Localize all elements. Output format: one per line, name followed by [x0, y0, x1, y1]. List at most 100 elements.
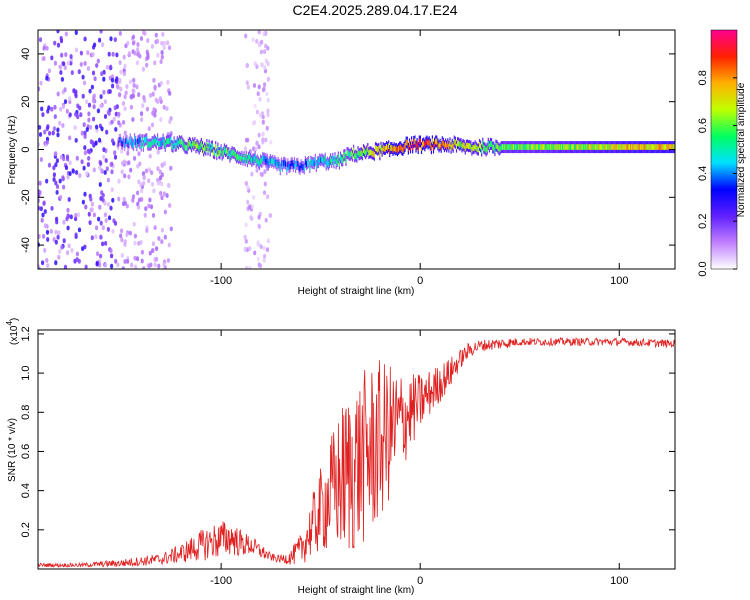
spectrogram-ridge-cell	[434, 140, 436, 147]
spectrogram-noise-cell	[131, 34, 136, 40]
spectrogram-ridge-cell	[187, 141, 189, 148]
spectrogram-noise-cell	[38, 132, 43, 137]
spectrogram-noise-cell	[106, 177, 110, 183]
spectrogram-noise-cell	[105, 166, 109, 172]
spectrogram-noise-cell	[42, 45, 46, 51]
spectrogram-noise-cell	[58, 178, 62, 184]
spectrogram-noise-cell	[76, 212, 81, 218]
spectrogram-ridge-cell	[615, 144, 617, 150]
spectrogram-noise-cell	[42, 234, 46, 239]
spectrogram-noise-cell	[63, 264, 68, 269]
spectrogram-ridge-cell	[261, 158, 263, 165]
spectrogram-ridge-cell	[622, 144, 624, 150]
spectrogram-ridge-cell	[351, 153, 354, 159]
snr-scale-label: (x104)	[5, 318, 20, 345]
spectrogram-ridge-cell	[566, 144, 568, 150]
spectrogram-ridge-cell	[390, 145, 392, 151]
spectrogram-noise-cell	[148, 93, 153, 98]
spectrogram-ridge-cell	[393, 145, 395, 151]
spectrogram-ridge-cell	[584, 144, 586, 150]
spectrogram-noise-cell	[54, 162, 58, 168]
spectrogram-noise-cell	[83, 150, 87, 156]
spectrogram-noise-cell	[261, 119, 265, 125]
spectrogram-noise-cell	[263, 181, 267, 187]
spectrogram-noise-cell	[144, 206, 148, 212]
spectrogram-ridge-cell	[334, 155, 336, 161]
spectrogram-noise-cell	[95, 225, 99, 231]
spectrogram-ridge-cell	[221, 151, 223, 158]
spectrogram-ridge-cell	[604, 144, 606, 150]
spectrogram-noise-cell	[100, 71, 104, 77]
spectrogram-noise-cell	[45, 229, 50, 235]
spectrogram-noise-cell	[39, 80, 43, 86]
spectrogram-noise-cell	[89, 139, 93, 145]
spectrogram-ridge-cell	[455, 143, 458, 150]
spectrogram-ridge-cell	[480, 143, 482, 150]
spectrogram-ridge-cell	[246, 158, 248, 164]
chart-title: C2E4.2025.289.04.17.E24	[292, 2, 458, 18]
spectrogram-noise-cell	[63, 99, 68, 104]
spectrogram-noise-cell	[163, 161, 167, 167]
spectrogram-ridge-cell	[321, 156, 323, 163]
spectrogram-noise-cell	[63, 65, 67, 71]
spectrogram-y-tick-label: -20	[20, 189, 32, 205]
spectrogram-noise-cell	[141, 171, 146, 177]
spectrogram-noise-cell	[95, 261, 99, 267]
spectrogram-ridge-cell	[531, 144, 533, 150]
spectrogram-noise-cell	[113, 221, 118, 226]
spectrogram-ridge-cell	[517, 144, 519, 150]
spectrogram-ridge-cell	[470, 143, 472, 150]
spectrogram-noise-cell	[56, 30, 60, 34]
spectrogram-noise-cell	[56, 127, 60, 133]
spectrogram-noise-cell	[110, 77, 115, 83]
spectrogram-noise-cell	[99, 30, 103, 34]
spectrogram-noise-cell	[120, 149, 124, 154]
spectrogram-noise-cell	[251, 37, 255, 43]
spectrogram-ridge-cell	[224, 148, 227, 154]
spectrogram-noise-cell	[86, 50, 90, 55]
spectrogram-ridge-cell	[295, 164, 297, 170]
spectrogram-noise-cell	[75, 170, 79, 175]
spectrogram-ridge-cell	[670, 144, 672, 150]
spectrogram-ridge-cell	[147, 141, 149, 148]
spectrogram-ridge-cell	[154, 138, 156, 145]
spectrogram-ridge-cell	[419, 138, 421, 145]
spectrogram-ridge-cell	[276, 162, 278, 168]
snr-y-tick-label: 1.2	[20, 326, 32, 341]
spectrogram-noise-cell	[101, 42, 105, 47]
spectrogram-noise-cell	[254, 146, 258, 152]
spectrogram-noise-cell	[103, 114, 108, 119]
spectrogram-noise-cell	[250, 204, 254, 210]
spectrogram-ridge-cell	[273, 159, 275, 166]
spectrogram-ridge-cell	[567, 144, 569, 150]
spectrogram-ridge-cell	[475, 144, 477, 151]
spectrogram-ridge-cell	[593, 144, 596, 150]
spectrogram-ridge-cell	[378, 146, 380, 152]
spectrogram-noise-cell	[90, 235, 94, 241]
spectrogram-noise-cell	[266, 194, 270, 200]
spectrogram-noise-cell	[168, 203, 172, 208]
spectrogram-ridge-cell	[160, 140, 162, 147]
spectrogram-noise-cell	[95, 124, 99, 130]
snr-series-line	[38, 337, 675, 568]
spectrogram-noise-cell	[118, 31, 122, 36]
spectrogram-ridge-cell	[284, 159, 286, 166]
spectrogram-ridge-cell	[512, 144, 515, 150]
spectrogram-noise-cell	[147, 167, 151, 173]
spectrogram-ridge-cell	[524, 144, 527, 150]
spectrogram-noise-cell	[123, 159, 127, 165]
spectrogram-noise-cell	[269, 139, 273, 145]
spectrogram-noise-cell	[72, 88, 76, 94]
spectrogram-ridge-cell	[527, 144, 529, 150]
spectrogram-noise-cell	[257, 132, 261, 138]
spectrogram-ridge-cell	[650, 144, 652, 150]
spectrogram-ridge-cell	[336, 158, 338, 164]
spectrogram-noise-cell	[111, 228, 115, 234]
spectrogram-ridge-cell	[454, 139, 456, 146]
snr-y-tick-label: 0.6	[20, 444, 32, 459]
spectrogram-noise-cell	[160, 195, 164, 201]
spectrogram-ridge-cell	[371, 150, 373, 157]
spectrogram-noise-cell	[262, 190, 267, 196]
spectrogram-ridge-cell	[413, 139, 415, 145]
spectrogram-ridge-cell	[611, 144, 613, 150]
